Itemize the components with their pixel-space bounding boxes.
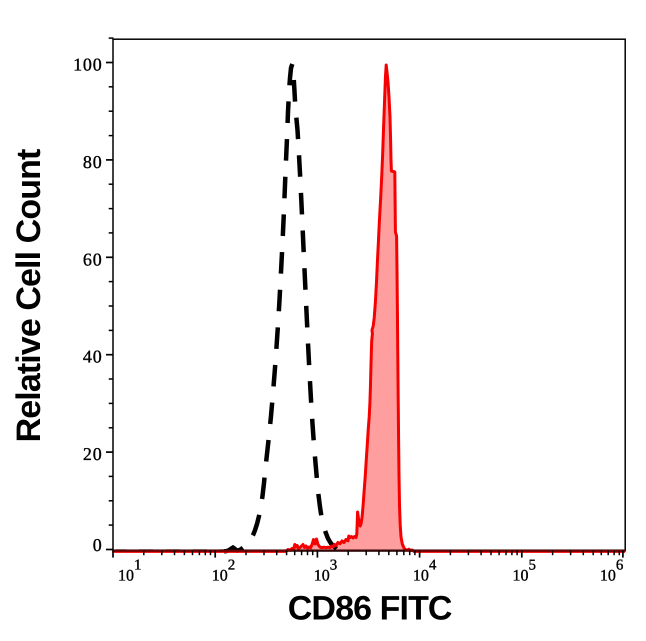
svg-text:Relative Cell Count: Relative Cell Count [10,149,48,442]
svg-text:40: 40 [83,347,103,367]
svg-text:0: 0 [93,535,103,555]
svg-text:100: 100 [73,55,102,75]
svg-text:CD86 FITC: CD86 FITC [288,590,452,628]
svg-text:60: 60 [83,249,103,269]
svg-text:20: 20 [83,444,103,464]
svg-text:80: 80 [83,152,103,172]
